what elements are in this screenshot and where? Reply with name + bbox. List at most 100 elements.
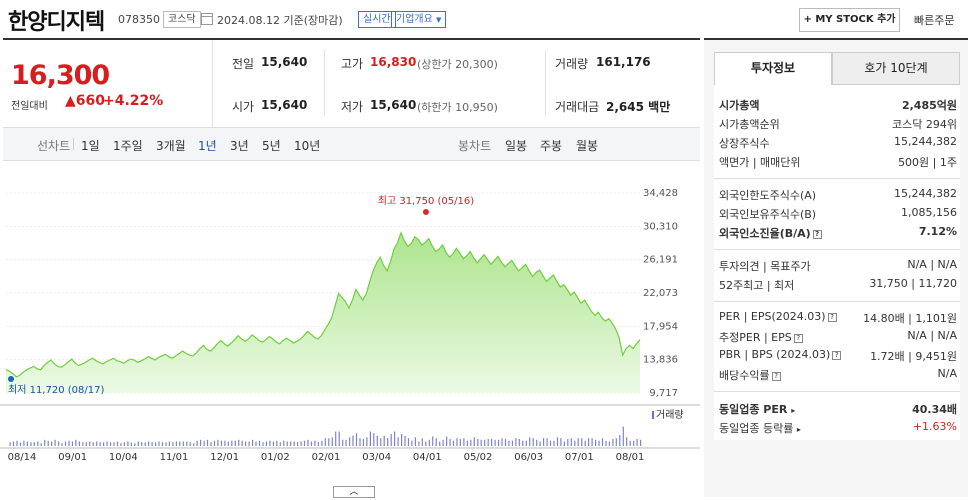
- row-shares: 상장주식수 15,244,382: [719, 135, 957, 151]
- volume-bar: [220, 440, 222, 446]
- week52-label: 52주최고 | 최저: [719, 279, 795, 292]
- volume-bar: [227, 441, 229, 446]
- help-icon[interactable]: ?: [832, 350, 842, 360]
- volume-bar: [9, 442, 11, 446]
- volume-bar: [200, 439, 202, 446]
- row-sector-rate[interactable]: 동일업종 등락률 ▸ +1.63%: [719, 420, 957, 436]
- volume-bar: [432, 436, 434, 446]
- volume-bar: [421, 438, 423, 446]
- volume-bar: [161, 442, 164, 446]
- volume-bar: [213, 440, 216, 446]
- volume-bar: [411, 440, 413, 446]
- volume-bar: [64, 441, 67, 446]
- realtime-button[interactable]: 실시간: [358, 11, 396, 28]
- volume-bar: [151, 442, 153, 446]
- volume-bar: [442, 439, 444, 446]
- volume-bar: [331, 437, 333, 446]
- opinion-label: 투자의견 | 목표주가: [719, 260, 811, 273]
- tab-3y[interactable]: 3년: [230, 139, 249, 153]
- tab-weekly[interactable]: 주봉: [540, 139, 563, 153]
- volume-bar: [71, 441, 73, 446]
- volume-bar: [297, 442, 299, 446]
- volume-bar: [355, 433, 358, 446]
- volume-bar: [317, 442, 319, 446]
- row-sector-per[interactable]: 동일업종 PER ▸ 40.34배: [719, 401, 957, 417]
- pbr-label: PBR | BPS (2024.03): [719, 348, 831, 361]
- help-icon[interactable]: ?: [827, 312, 837, 322]
- volume-bar: [404, 435, 406, 446]
- volume-bar: [293, 441, 295, 446]
- face-label: 액면가 | 매매단위: [719, 156, 801, 169]
- up-triangle-icon: ▲: [65, 93, 76, 109]
- tab-daily[interactable]: 일봉: [505, 139, 528, 153]
- help-icon[interactable]: ?: [793, 333, 803, 343]
- chevron-right-icon: ▸: [796, 425, 801, 434]
- tab-orderbook[interactable]: 호가 10단계: [832, 52, 960, 85]
- volume-bar: [290, 441, 292, 446]
- volume-bar: [501, 438, 503, 446]
- help-icon[interactable]: ?: [812, 229, 822, 239]
- volume-bar: [508, 440, 510, 446]
- volume-bar: [598, 440, 600, 446]
- volume-bar: [615, 438, 617, 446]
- volume-bar: [37, 441, 39, 446]
- x-tick-label: 08/01: [616, 452, 645, 463]
- prev-label: 전일: [232, 57, 255, 71]
- volume-bar: [262, 442, 264, 446]
- tab-invest-info[interactable]: 투자정보: [714, 52, 832, 85]
- divider: [714, 249, 960, 250]
- high-marker: [422, 209, 429, 215]
- quick-order-link[interactable]: 빠른주문: [914, 14, 955, 27]
- tab-1w[interactable]: 1주일: [113, 139, 143, 153]
- sector-per-value: 40.34배: [912, 403, 957, 416]
- volume-bar: [401, 434, 403, 446]
- volume-bar: [217, 439, 219, 446]
- volume-bar: [595, 439, 597, 446]
- y-tick-label: 22,073: [643, 288, 678, 299]
- trade-amount-unit: 백만: [648, 100, 671, 114]
- volume-bar: [113, 442, 115, 446]
- volume-bar: [85, 442, 87, 446]
- volume-bar: [265, 441, 267, 446]
- volume-bar: [584, 440, 586, 446]
- volume-bar: [78, 441, 80, 446]
- volume-bar: [30, 442, 32, 446]
- volume-bar: [435, 438, 437, 446]
- sector-rate-label: 동일업종 등락률: [719, 422, 794, 435]
- help-icon[interactable]: ?: [771, 371, 781, 381]
- open-price: 15,640: [261, 98, 308, 112]
- tab-monthly[interactable]: 월봉: [576, 139, 599, 153]
- stock-header: 한양디지텍 078350 코스닥 2024.08.12 기준(장마감) 실시간 …: [0, 0, 968, 38]
- volume-bar: [373, 433, 375, 446]
- per-value: 14.80배 | 1,101원: [863, 312, 957, 325]
- divider: [212, 40, 213, 127]
- trade-amount-value: 2,645: [606, 100, 644, 114]
- volume-bar: [203, 440, 205, 446]
- volume-bar: [241, 440, 243, 446]
- volume-bar: [511, 440, 513, 446]
- low-marker: [8, 376, 14, 382]
- volume-bar: [633, 440, 635, 446]
- volume-bar: [144, 442, 146, 446]
- market-badge: 코스닥: [163, 11, 201, 28]
- add-mystock-button[interactable]: + MY STOCK 추가: [799, 8, 900, 32]
- tab-1d[interactable]: 1일: [81, 139, 100, 153]
- company-info-dropdown[interactable]: 기업개요 ▼: [391, 11, 447, 28]
- volume-bar: [452, 440, 455, 446]
- tab-1y[interactable]: 1년: [198, 139, 217, 153]
- volume-bar: [515, 438, 517, 446]
- volume-bar: [51, 441, 53, 446]
- volume-bar: [137, 441, 139, 446]
- collapse-chart-button[interactable]: ︿: [333, 486, 375, 498]
- current-price: 16,300: [11, 60, 110, 91]
- volume-bar: [549, 440, 552, 446]
- tab-3m[interactable]: 3개월: [156, 139, 186, 153]
- volume-bar: [186, 441, 188, 446]
- tab-5y[interactable]: 5년: [262, 139, 281, 153]
- row-mktcap: 시가총액 2,485억원: [719, 97, 957, 113]
- volume-bar: [470, 439, 472, 446]
- tab-10y[interactable]: 10년: [294, 139, 321, 153]
- volume-bar: [543, 438, 545, 446]
- volume-bar: [480, 439, 482, 446]
- volume-bar: [148, 441, 150, 446]
